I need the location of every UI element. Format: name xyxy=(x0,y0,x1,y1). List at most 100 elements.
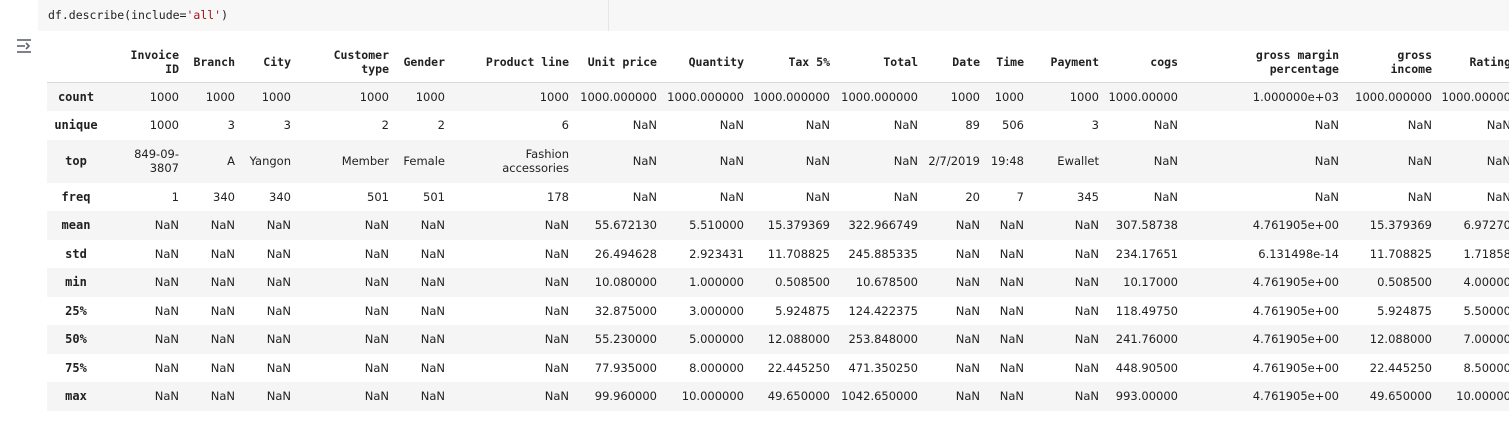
table-cell: NaN xyxy=(719,154,744,168)
table-cell: 10.17000 xyxy=(1123,275,1178,290)
table-cell: NaN xyxy=(1314,118,1339,133)
table-cell: 1 xyxy=(171,189,179,204)
table-cell: 5.50000 xyxy=(1463,303,1509,318)
column-header: Gender xyxy=(392,42,448,83)
code-prefix: df.describe(include= xyxy=(48,8,187,22)
table-row: mean NaN NaN NaN NaN NaN NaN 55.672130 5.510000 1… xyxy=(47,211,1509,240)
table-cell: 1.000000 xyxy=(689,275,744,290)
code-line[interactable]: df.describe(include='all') xyxy=(48,8,228,22)
table-cell: NaN xyxy=(719,118,744,133)
table-cell: 993.00000 xyxy=(1115,389,1178,404)
table-cell: NaN xyxy=(266,246,291,261)
table-cell: 6.131498e-14 xyxy=(1258,246,1339,261)
table-cell: NaN xyxy=(210,303,235,318)
table-cell: 8.50000 xyxy=(1463,360,1509,375)
table-cell: NaN xyxy=(893,118,918,133)
table-cell: NaN xyxy=(893,189,918,204)
row-index-label: 50% xyxy=(65,332,87,347)
row-index-label: std xyxy=(65,246,87,261)
table-cell: NaN xyxy=(999,332,1024,347)
table-cell: NaN xyxy=(632,189,657,204)
table-cell: 10.080000 xyxy=(594,275,657,290)
table-cell: NaN xyxy=(210,246,235,261)
describe-table: Invoice ID Branch City Customer type Gen… xyxy=(47,42,1509,411)
table-cell: 4.761905e+00 xyxy=(1252,332,1339,347)
table-cell: 22.445250 xyxy=(1369,360,1432,375)
table-cell: 849-09-3807 xyxy=(105,140,182,183)
table-cell: 345 xyxy=(1077,189,1099,204)
table-cell: 6 xyxy=(561,118,569,133)
table-cell: 178 xyxy=(547,189,569,204)
table-cell: NaN xyxy=(955,389,980,404)
table-cell: 1000 xyxy=(539,90,569,104)
table-cell: 49.650000 xyxy=(1369,389,1432,404)
table-cell: 0.508500 xyxy=(775,275,830,290)
table-cell: NaN xyxy=(955,275,980,290)
table-cell: NaN xyxy=(266,332,291,347)
column-header: Customer type xyxy=(294,42,392,83)
table-row: 25% NaN NaN NaN NaN NaN NaN 32.875000 3.000000 5.… xyxy=(47,296,1509,325)
table-cell: 1000 xyxy=(950,90,980,104)
column-header: Quantity xyxy=(660,42,747,83)
output-actions-icon[interactable] xyxy=(14,37,36,55)
table-cell: 4.761905e+00 xyxy=(1252,360,1339,375)
table-cell: NaN xyxy=(266,303,291,318)
table-cell: NaN xyxy=(1486,118,1509,133)
table-cell: 3 xyxy=(283,118,291,133)
index-header xyxy=(47,42,105,83)
column-header: Time xyxy=(983,42,1027,83)
table-cell: 4.761905e+00 xyxy=(1252,275,1339,290)
table-cell: 1000.000000 xyxy=(753,90,830,104)
column-header-label: Customer type xyxy=(333,48,389,76)
table-cell: NaN xyxy=(544,275,569,290)
table-cell: NaN xyxy=(544,218,569,233)
row-index-label: top xyxy=(65,154,87,168)
table-cell: 253.848000 xyxy=(848,332,918,347)
table-cell: Ewallet xyxy=(1057,154,1099,168)
table-cell: NaN xyxy=(210,218,235,233)
column-header: Invoice ID xyxy=(105,42,182,83)
table-cell: 1000.000000 xyxy=(841,90,918,104)
table-cell: 5.000000 xyxy=(689,332,744,347)
table-cell: 1000.00000 xyxy=(1108,90,1178,104)
table-cell: 5.924875 xyxy=(1377,303,1432,318)
table-cell: NaN xyxy=(420,389,445,404)
table-cell: NaN xyxy=(266,360,291,375)
table-cell: NaN xyxy=(955,303,980,318)
table-cell: NaN xyxy=(154,389,179,404)
table-cell: NaN xyxy=(955,332,980,347)
table-cell: NaN xyxy=(893,154,918,168)
table-cell: NaN xyxy=(1074,389,1099,404)
table-cell: NaN xyxy=(154,275,179,290)
table-cell: 1000 xyxy=(149,90,179,104)
table-cell: 471.350250 xyxy=(848,360,918,375)
table-cell: 26.494628 xyxy=(594,246,657,261)
code-cell[interactable]: df.describe(include='all') xyxy=(38,0,609,31)
table-cell: 1042.650000 xyxy=(841,389,918,404)
column-header: Total xyxy=(833,42,921,83)
table-cell: NaN xyxy=(1314,154,1339,168)
table-cell: NaN xyxy=(999,246,1024,261)
row-index-label: min xyxy=(65,275,87,290)
table-cell: NaN xyxy=(544,246,569,261)
table-cell: Fashion accessories xyxy=(448,140,572,183)
table-row: count 1000 1000 1000 1000 1000 1000 1000.000000… xyxy=(47,82,1509,111)
table-cell: 448.90500 xyxy=(1115,360,1178,375)
table-cell: 118.49750 xyxy=(1115,303,1178,318)
column-header: gross income xyxy=(1342,42,1435,83)
table-cell: 1000 xyxy=(415,90,445,104)
table-cell: Yangon xyxy=(249,154,291,168)
table-cell: 5.924875 xyxy=(775,303,830,318)
table-cell: 19:48 xyxy=(990,154,1024,168)
table-cell: NaN xyxy=(999,389,1024,404)
table-cell: NaN xyxy=(1486,154,1509,168)
table-cell: 7 xyxy=(1016,189,1024,204)
table-cell: A xyxy=(227,154,235,168)
table-cell: 77.935000 xyxy=(594,360,657,375)
table-row: top 849-09-3807 A Yangon Member Female Fashion… xyxy=(47,139,1509,183)
table-cell: 1000.000000 xyxy=(667,90,744,104)
table-cell: NaN xyxy=(154,332,179,347)
table-cell: 1000.00000 xyxy=(1441,90,1509,104)
table-cell: NaN xyxy=(1407,154,1432,168)
table-cell: NaN xyxy=(955,360,980,375)
